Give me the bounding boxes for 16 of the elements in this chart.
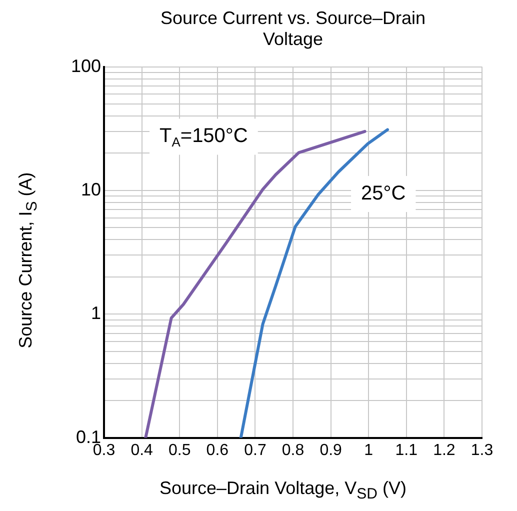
x-tick-label: 1.3	[470, 442, 494, 459]
x-tick-label: 1.2	[433, 442, 456, 459]
x-axis-title: Source–Drain Voltage, V$_{SD}$ (V)	[158, 478, 408, 503]
y-tick-label: 100	[70, 56, 102, 76]
x-tick-label: 0.6	[206, 442, 229, 459]
x-tick-label: 0.9	[320, 442, 342, 459]
x-tick-label: 0.7	[244, 442, 266, 459]
y-tick-label: 1	[91, 303, 102, 324]
x-tick-label: 1	[364, 442, 374, 459]
x-tick-label: 0.8	[282, 442, 304, 459]
x-tick-label: 1.1	[395, 442, 418, 459]
x-tick-label: 0.5	[168, 442, 191, 459]
series-label: 25°C	[361, 182, 406, 205]
chart-title: Source Current vs. Source–Drain Voltage	[159, 8, 427, 50]
y-tick-label: 10	[81, 179, 102, 200]
x-tick-label: 0.4	[130, 442, 154, 459]
